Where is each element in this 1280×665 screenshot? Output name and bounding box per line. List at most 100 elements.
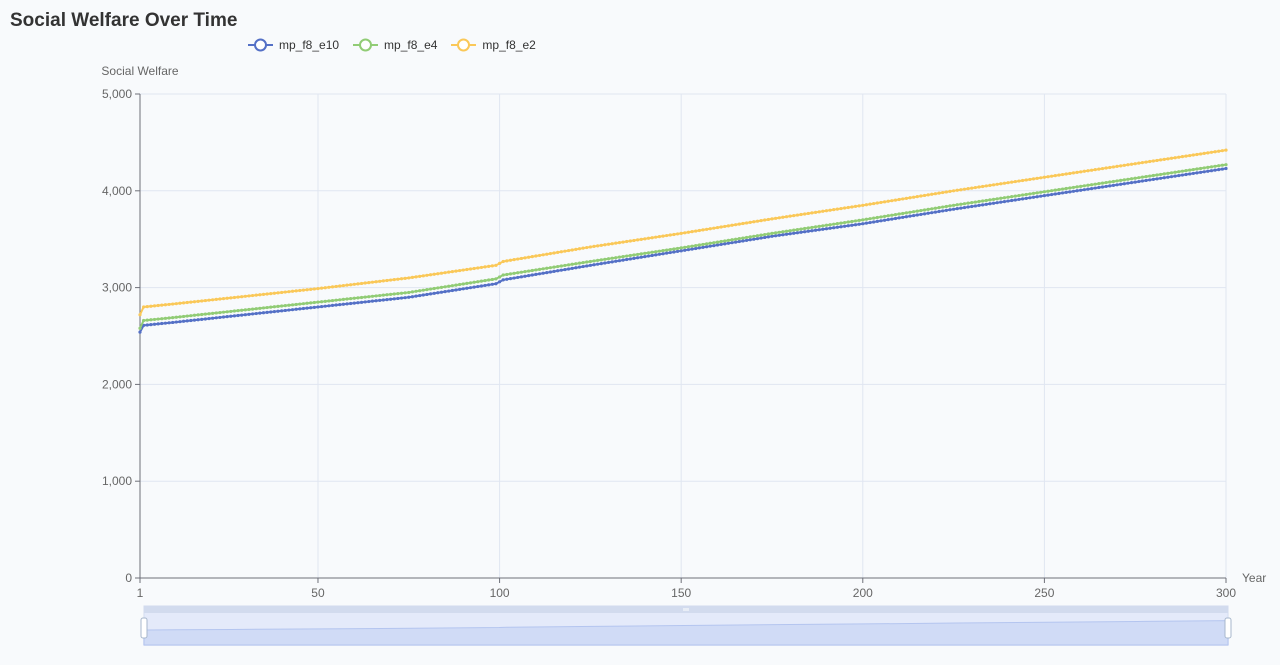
data-point bbox=[991, 201, 996, 205]
data-point bbox=[439, 285, 444, 289]
legend-item[interactable]: mp_f8_e4 bbox=[353, 38, 437, 52]
data-point bbox=[930, 211, 934, 215]
data-point bbox=[392, 278, 396, 282]
data-point bbox=[359, 300, 364, 304]
data-point bbox=[465, 286, 469, 290]
data-point bbox=[352, 296, 356, 300]
data-point bbox=[269, 310, 273, 314]
x-tick-label: 300 bbox=[1216, 586, 1236, 600]
data-point bbox=[726, 224, 731, 228]
data-point bbox=[512, 276, 516, 280]
data-point bbox=[901, 197, 905, 201]
y-tick-label: 5,000 bbox=[102, 87, 132, 101]
data-point bbox=[904, 215, 908, 219]
data-point bbox=[341, 297, 345, 302]
series-mp_f8_e2 bbox=[138, 148, 1228, 317]
datazoom-handle[interactable] bbox=[1224, 617, 1232, 639]
legend-item[interactable]: mp_f8_e2 bbox=[451, 38, 536, 52]
data-point bbox=[1100, 166, 1105, 171]
data-point bbox=[196, 318, 200, 322]
data-point bbox=[254, 293, 258, 297]
data-point bbox=[367, 281, 371, 285]
data-point bbox=[301, 288, 306, 292]
data-point bbox=[458, 287, 462, 291]
data-point bbox=[178, 301, 182, 305]
data-point bbox=[523, 256, 527, 260]
data-point bbox=[1006, 199, 1010, 203]
data-point bbox=[407, 290, 411, 295]
data-point bbox=[599, 243, 603, 247]
data-point bbox=[944, 190, 948, 194]
data-point bbox=[675, 246, 680, 251]
data-point bbox=[305, 306, 309, 310]
data-point bbox=[788, 214, 792, 218]
data-point bbox=[334, 303, 338, 307]
data-point bbox=[1086, 169, 1090, 173]
data-point bbox=[712, 241, 716, 245]
data-point bbox=[320, 300, 324, 304]
data-point bbox=[984, 202, 988, 206]
data-point bbox=[436, 291, 440, 295]
data-point bbox=[668, 250, 672, 255]
x-tick-label: 150 bbox=[671, 586, 691, 600]
data-point bbox=[530, 255, 534, 259]
legend-label: mp_f8_e10 bbox=[279, 38, 340, 52]
data-point bbox=[784, 215, 789, 219]
data-point bbox=[505, 259, 509, 263]
data-point bbox=[167, 316, 171, 320]
data-point bbox=[490, 277, 494, 282]
legend-item[interactable]: mp_f8_e10 bbox=[248, 38, 339, 52]
data-point bbox=[178, 315, 182, 319]
data-point bbox=[741, 236, 745, 240]
data-point bbox=[962, 202, 967, 206]
datazoom-handle[interactable] bbox=[140, 617, 148, 639]
data-point bbox=[755, 237, 760, 241]
data-point bbox=[247, 307, 251, 312]
data-point bbox=[570, 248, 574, 252]
data-point bbox=[643, 251, 647, 255]
data-point bbox=[1213, 150, 1217, 154]
data-point bbox=[1090, 168, 1094, 172]
data-point bbox=[487, 278, 491, 282]
data-point bbox=[1031, 177, 1036, 181]
data-point bbox=[152, 304, 157, 308]
data-point bbox=[948, 208, 952, 212]
data-point bbox=[254, 311, 258, 316]
legend-label: mp_f8_e2 bbox=[482, 38, 536, 52]
data-point bbox=[839, 221, 843, 225]
data-point bbox=[516, 257, 520, 261]
data-point bbox=[995, 182, 999, 186]
data-point bbox=[835, 225, 839, 229]
data-point bbox=[864, 217, 869, 221]
data-point bbox=[686, 248, 691, 252]
data-point bbox=[853, 219, 858, 223]
data-point bbox=[846, 205, 850, 210]
data-point bbox=[200, 312, 204, 317]
data-point bbox=[1002, 200, 1007, 204]
data-point bbox=[149, 318, 153, 322]
data-point bbox=[988, 202, 992, 206]
data-point bbox=[483, 283, 487, 288]
data-point bbox=[617, 259, 622, 263]
data-point bbox=[534, 272, 538, 277]
data-point bbox=[196, 299, 200, 303]
datazoom-slider[interactable] bbox=[140, 605, 1232, 646]
data-point bbox=[1010, 198, 1014, 203]
data-point bbox=[708, 241, 712, 245]
data-point bbox=[410, 295, 415, 299]
data-point bbox=[937, 191, 941, 195]
data-point bbox=[178, 320, 182, 324]
data-point bbox=[661, 234, 665, 238]
datazoom-selection[interactable] bbox=[144, 613, 1228, 645]
data-point bbox=[1071, 185, 1076, 190]
data-point bbox=[1060, 172, 1065, 177]
data-point bbox=[403, 296, 407, 300]
data-point bbox=[1050, 174, 1054, 178]
data-point bbox=[356, 282, 360, 286]
data-point bbox=[1122, 182, 1126, 186]
data-point bbox=[309, 306, 313, 310]
data-point bbox=[941, 209, 945, 213]
data-point bbox=[922, 212, 927, 216]
data-point bbox=[694, 246, 698, 251]
